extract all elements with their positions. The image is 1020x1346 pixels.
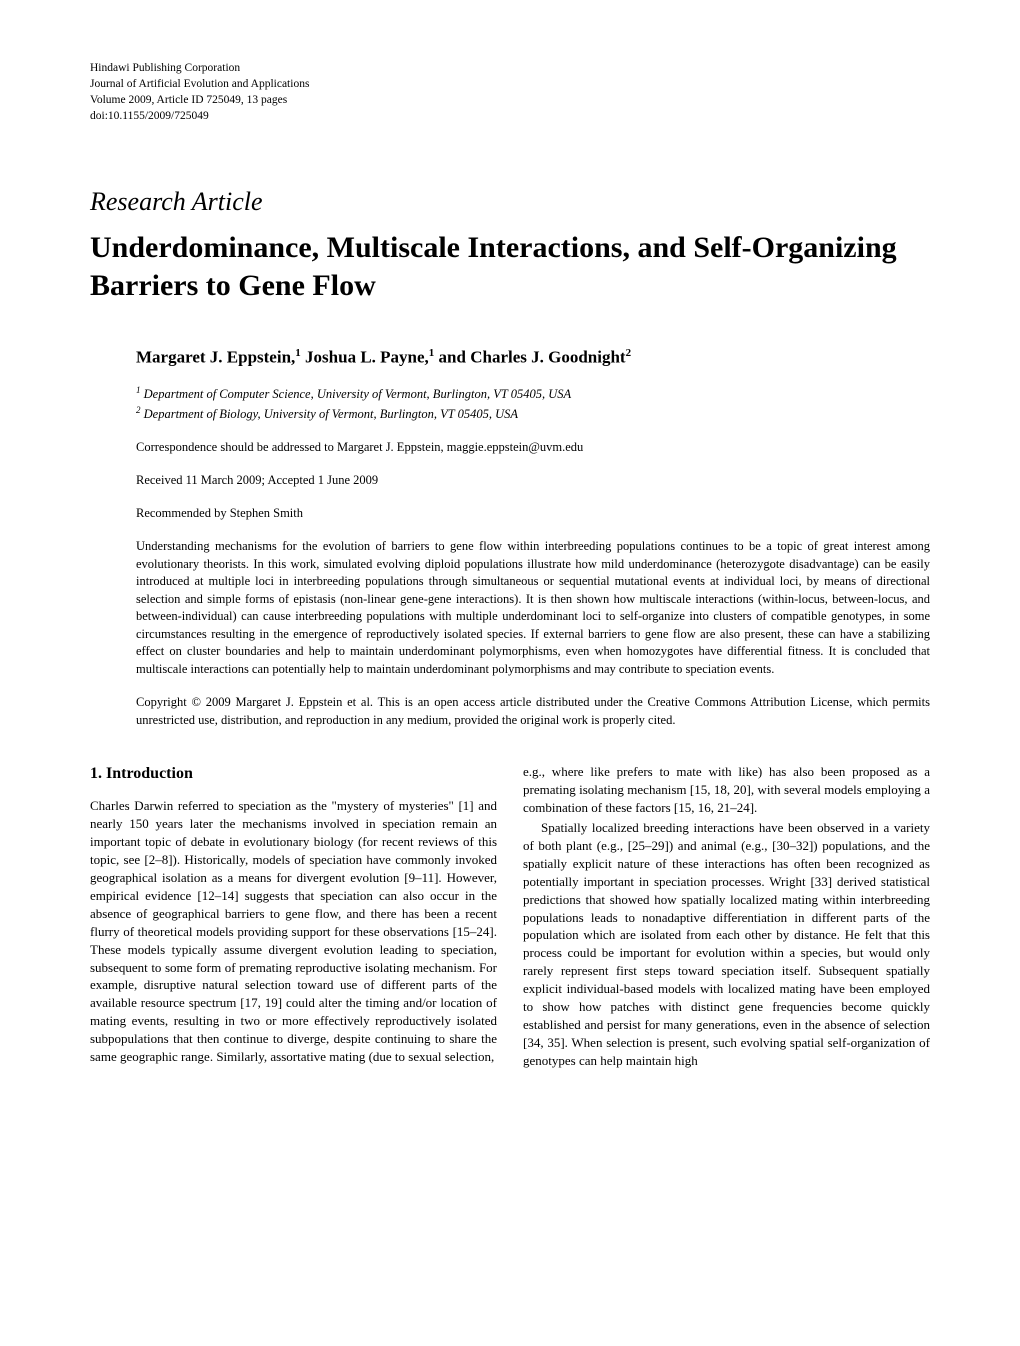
- abstract: Understanding mechanisms for the evoluti…: [136, 538, 930, 678]
- authors: Margaret J. Eppstein,1 Joshua L. Payne,1…: [136, 346, 930, 370]
- dates: Received 11 March 2009; Accepted 1 June …: [136, 472, 930, 489]
- body-columns: 1. Introduction Charles Darwin referred …: [90, 763, 930, 1070]
- copyright-notice: Copyright © 2009 Margaret J. Eppstein et…: [136, 694, 930, 729]
- affiliation-1: 1 Department of Computer Science, Univer…: [136, 384, 930, 404]
- publisher-info: Hindawi Publishing Corporation Journal o…: [90, 60, 930, 124]
- publisher-line-2: Journal of Artificial Evolution and Appl…: [90, 76, 930, 92]
- affiliation-2: 2 Department of Biology, University of V…: [136, 404, 930, 424]
- correspondence: Correspondence should be addressed to Ma…: [136, 439, 930, 456]
- body-paragraph: e.g., where like prefers to mate with li…: [523, 763, 930, 817]
- affiliations: 1 Department of Computer Science, Univer…: [136, 384, 930, 423]
- recommended-by: Recommended by Stephen Smith: [136, 505, 930, 522]
- publisher-line-4: doi:10.1155/2009/725049: [90, 108, 930, 124]
- publisher-line-3: Volume 2009, Article ID 725049, 13 pages: [90, 92, 930, 108]
- section-heading-introduction: 1. Introduction: [90, 763, 497, 785]
- article-title: Underdominance, Multiscale Interactions,…: [90, 229, 930, 304]
- body-paragraph: Spatially localized breeding interaction…: [523, 819, 930, 1070]
- article-type: Research Article: [90, 184, 930, 219]
- publisher-line-1: Hindawi Publishing Corporation: [90, 60, 930, 76]
- body-paragraph: Charles Darwin referred to speciation as…: [90, 797, 497, 1066]
